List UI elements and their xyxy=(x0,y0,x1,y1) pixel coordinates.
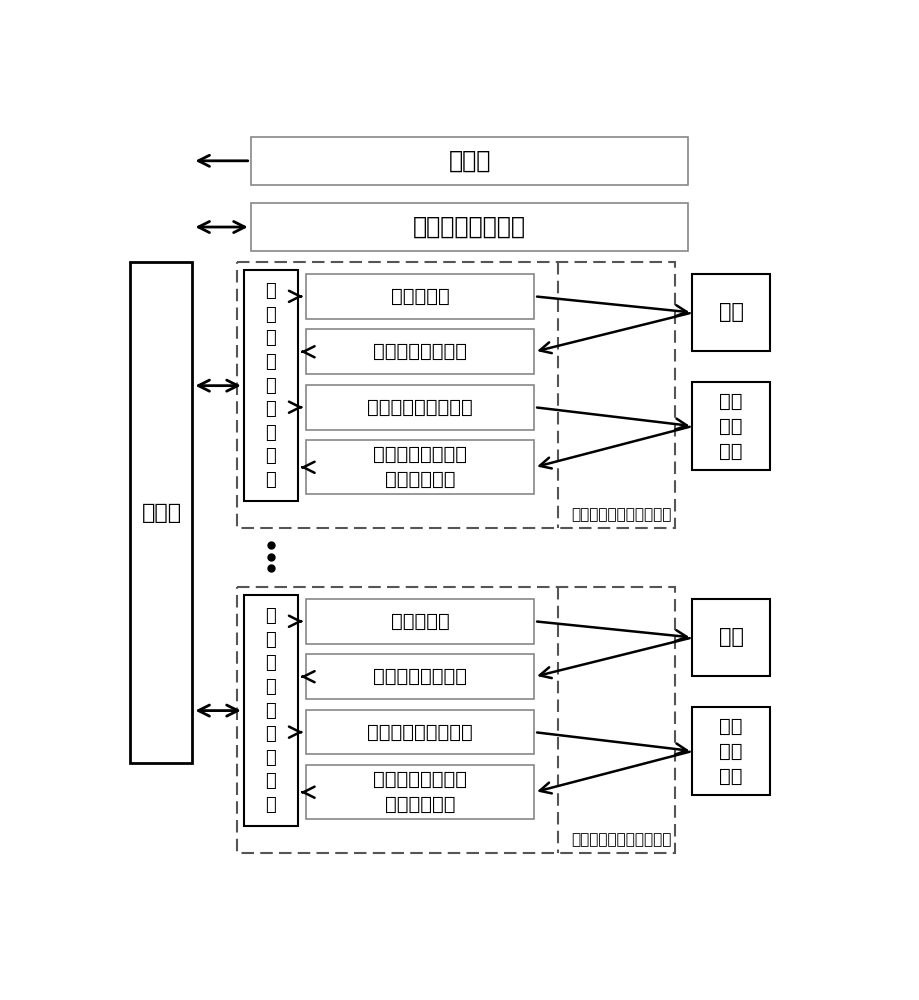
Bar xyxy=(692,599,769,676)
Bar xyxy=(305,765,534,819)
Text: 无功电压控制模块: 无功电压控制模块 xyxy=(413,215,526,239)
Bar xyxy=(250,137,687,185)
Text: 风机控制器: 风机控制器 xyxy=(391,612,448,631)
Bar xyxy=(305,710,534,754)
Bar xyxy=(244,595,298,826)
Text: 交换机: 交换机 xyxy=(142,503,181,523)
Bar xyxy=(692,382,769,470)
Bar xyxy=(305,329,534,374)
Bar xyxy=(305,274,534,319)
Text: 无功补偿设备控制器: 无功补偿设备控制器 xyxy=(367,723,472,742)
Bar xyxy=(237,587,675,853)
Text: 风电场无功电压控制装置: 风电场无功电压控制装置 xyxy=(571,832,671,847)
Bar xyxy=(250,203,687,251)
Bar xyxy=(130,262,192,763)
Text: 无功补偿设备控制器: 无功补偿设备控制器 xyxy=(367,398,472,417)
Text: 无功补偿设备无功
功率采集装置: 无功补偿设备无功 功率采集装置 xyxy=(372,770,467,814)
Bar xyxy=(692,707,769,795)
Bar xyxy=(305,654,534,699)
Text: 无功
补偿
设备: 无功 补偿 设备 xyxy=(719,717,742,786)
Bar xyxy=(305,385,534,430)
Bar xyxy=(692,274,769,351)
Text: 风机参数采集装置: 风机参数采集装置 xyxy=(372,667,467,686)
Bar xyxy=(305,440,534,494)
Bar xyxy=(305,599,534,644)
Text: 风
电
场
数
据
处
理
模
块: 风 电 场 数 据 处 理 模 块 xyxy=(265,607,276,814)
Text: 无功
补偿
设备: 无功 补偿 设备 xyxy=(719,392,742,461)
Text: 风机: 风机 xyxy=(718,302,743,322)
Text: 风电场无功电压控制装置: 风电场无功电压控制装置 xyxy=(571,507,671,522)
Bar xyxy=(244,270,298,501)
Text: 风机参数采集装置: 风机参数采集装置 xyxy=(372,342,467,361)
Text: 变电站: 变电站 xyxy=(448,149,490,173)
Bar xyxy=(237,262,675,528)
Text: 无功补偿设备无功
功率采集装置: 无功补偿设备无功 功率采集装置 xyxy=(372,445,467,489)
Text: 风机: 风机 xyxy=(718,627,743,647)
Text: 风机控制器: 风机控制器 xyxy=(391,287,448,306)
Text: 风
电
场
数
据
处
理
模
块: 风 电 场 数 据 处 理 模 块 xyxy=(265,282,276,489)
